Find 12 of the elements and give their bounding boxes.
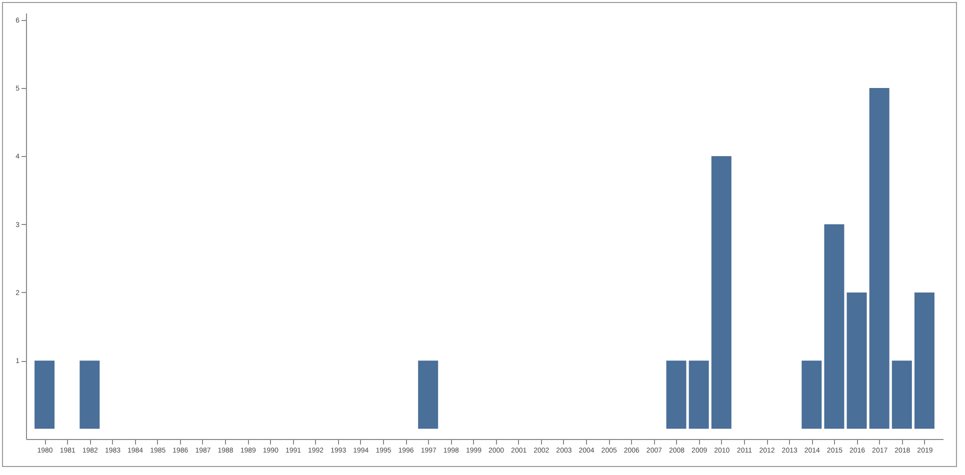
bar xyxy=(914,292,934,429)
bar xyxy=(802,360,822,429)
bar xyxy=(711,156,732,429)
bar xyxy=(666,360,686,429)
bar xyxy=(688,360,709,429)
bar xyxy=(80,360,100,429)
bar xyxy=(846,292,867,429)
bar xyxy=(824,224,844,429)
bar xyxy=(34,360,55,429)
bar xyxy=(869,88,890,429)
bar xyxy=(418,360,438,429)
bar xyxy=(892,360,912,429)
